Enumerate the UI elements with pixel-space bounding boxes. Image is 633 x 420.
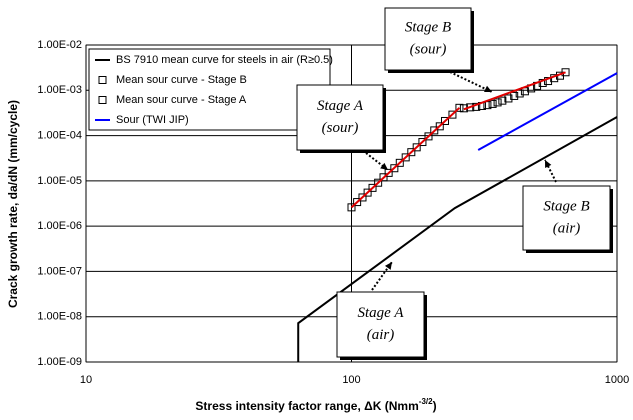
annotation-box [336,291,425,358]
data-point [363,188,372,197]
data-point [374,178,383,187]
data-point [379,173,388,182]
y-tick-label: 1.00E-09 [37,356,82,368]
arrow-head [545,160,552,168]
x-tick-label: 100 [342,374,360,386]
annotation-arrow [365,152,389,171]
annotation-box [384,7,472,71]
series-line [477,72,618,151]
y-tick-label: 1.00E-02 [37,39,82,51]
data-point [347,203,356,212]
data-point [353,198,362,207]
data-point [412,143,421,152]
data-point [538,78,547,87]
data-point [455,103,464,112]
annotation-text: (sour) [322,120,359,136]
y-tick-label: 1.00E-06 [37,220,82,232]
data-point [488,99,497,108]
arrow-head [484,85,492,93]
data-point [407,148,416,157]
series-line [350,107,461,209]
y-axis-label: Crack growth rate, da/dN (mm/cycle) [6,100,20,308]
data-point [358,193,367,202]
data-point [395,158,404,167]
legend-swatch [98,76,107,84]
data-point [418,138,427,147]
data-point [561,68,570,77]
annotation-text: (air) [367,327,395,343]
x-tick-label: 10 [80,374,92,386]
data-point [448,110,457,119]
annotation-text: (air) [553,220,581,236]
data-point [498,96,507,105]
data-point [510,91,519,100]
annotation-text: Stage B [543,198,589,214]
y-tick-label: 1.00E-04 [37,129,82,141]
legend-label: BS 7910 mean curve for steels in air (R≥… [116,54,333,66]
annotation-text: Stage B [405,19,451,35]
legend-label: Sour (TWI JIP) [116,114,189,126]
series-line [297,116,618,362]
annotation-text: (sour) [410,41,447,57]
legend-swatch [98,96,107,104]
legend-label: Mean sour curve - Stage B [116,74,247,86]
arrow-head [384,262,392,270]
annotation-box [296,84,384,151]
legend-label: Mean sour curve - Stage A [116,94,247,106]
arrow-head [380,162,388,170]
data-point [441,116,450,125]
data-point [368,183,377,192]
annotation-text: Stage A [358,305,405,321]
annotation-box [522,185,611,251]
data-point [424,132,433,141]
x-axis-label: Stress intensity factor range, ΔK (Nmm-3… [195,397,436,413]
data-point [430,126,439,135]
y-tick-label: 1.00E-08 [37,311,82,323]
legend [88,48,331,131]
data-point [390,164,399,173]
data-point [435,122,444,131]
annotation-text: Stage A [317,98,364,114]
y-tick-label: 1.00E-07 [37,265,82,277]
data-point [384,168,393,177]
y-tick-label: 1.00E-05 [37,175,82,187]
y-tick-label: 1.00E-03 [37,84,82,96]
series-line [463,71,566,111]
data-point [493,98,502,107]
data-point [401,153,410,162]
data-point [544,77,553,86]
data-point [504,94,513,103]
x-tick-label: 1000 [605,374,629,386]
